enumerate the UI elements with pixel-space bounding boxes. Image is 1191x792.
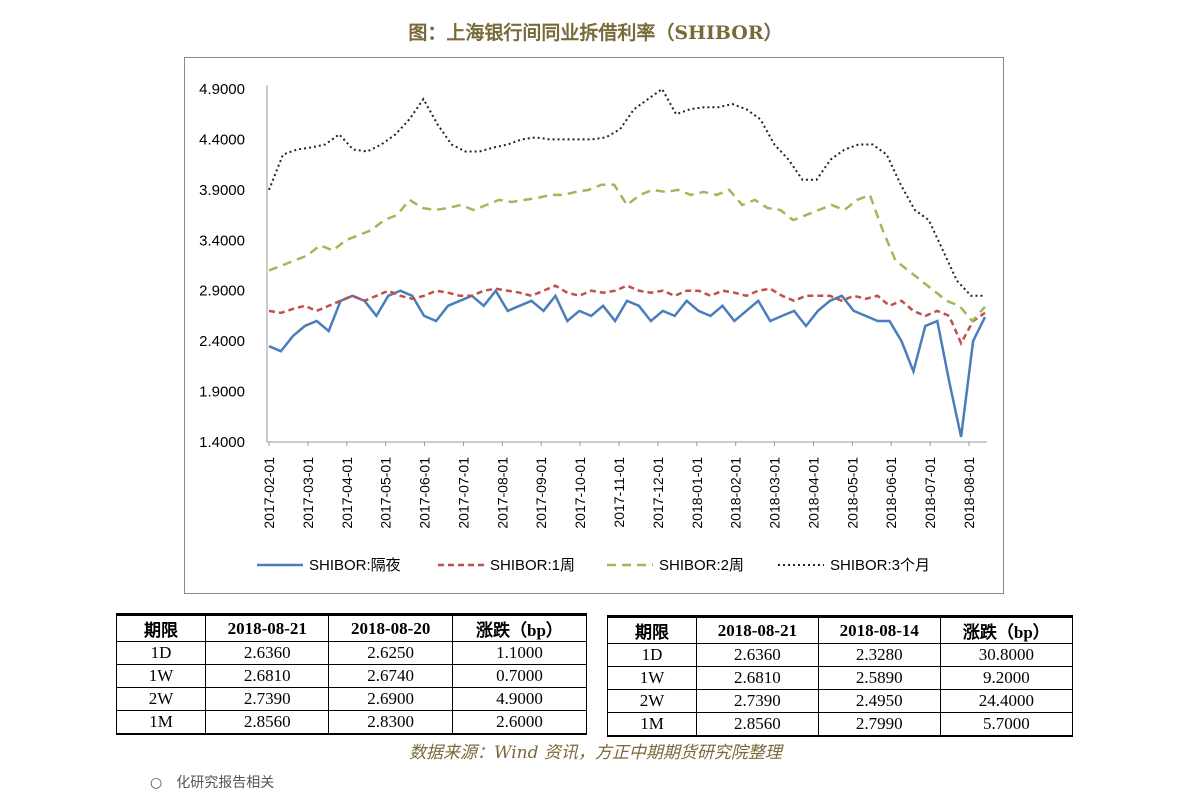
x-tick-label: 2017-08-01: [494, 457, 510, 529]
chart-title: 图：上海银行间同业拆借利率（SHIBOR）: [408, 22, 783, 44]
rate-table-weekly: 期限 2018-08-21 2018-08-14 涨跌（bp） 1D 2.636…: [607, 615, 1074, 737]
legend-label: SHIBOR:2周: [659, 557, 744, 574]
value-cell: 2.3280: [817, 643, 941, 667]
change-cell: 24.4000: [939, 689, 1074, 713]
data-source-note: 数据来源：Wind 资讯，方正中期期货研究院整理: [409, 743, 782, 763]
change-cell: 30.8000: [939, 643, 1074, 667]
term-cell: 2W: [116, 687, 206, 711]
table-row: 1D 2.6360 2.6250 1.1000: [116, 641, 588, 665]
value-cell: 2.6810: [696, 666, 819, 690]
term-cell: 1W: [116, 664, 206, 688]
x-tick-label: 2018-08-01: [961, 457, 977, 529]
series-line-3: [268, 87, 985, 297]
rate-table-daily: 期限 2018-08-21 2018-08-20 涨跌（bp） 1D 2.636…: [116, 613, 588, 735]
x-tick-label: 2017-11-01: [611, 457, 627, 528]
x-tick-label: 2018-05-01: [844, 457, 860, 529]
header-change-bp: 涨跌（bp）: [939, 616, 1074, 644]
table-header-row: 期限 2018-08-21 2018-08-20 涨跌（bp）: [116, 614, 588, 642]
value-cell: 2.7990: [817, 712, 941, 737]
shibor-line-chart: 4.9000 4.4000 3.9000 3.4000 2.9000 2.4000 1.90…: [199, 81, 987, 574]
x-tick-label: 2018-03-01: [767, 457, 783, 529]
change-cell: 2.6000: [451, 710, 588, 735]
footer-partial-text: ○ 化研究报告相关: [150, 775, 275, 791]
header-date-previous: 2018-08-20: [328, 614, 453, 642]
value-cell: 2.6740: [328, 664, 453, 688]
x-tick-label: 2017-02-01: [261, 457, 277, 529]
legend-label: SHIBOR:1周: [490, 557, 575, 574]
table-row: 2W 2.7390 2.6900 4.9000: [116, 687, 588, 711]
table-row: 1D 2.6360 2.3280 30.8000: [607, 643, 1074, 667]
value-cell: 2.8300: [328, 710, 453, 735]
y-tick-label: 4.4000: [199, 131, 245, 148]
term-cell: 1W: [607, 666, 697, 690]
y-tick-label: 3.9000: [199, 182, 245, 199]
y-tick-label: 1.4000: [199, 434, 245, 451]
change-cell: 5.7000: [939, 712, 1074, 737]
header-date-current: 2018-08-21: [696, 616, 819, 644]
change-cell: 0.7000: [451, 664, 588, 688]
table-header-row: 期限 2018-08-21 2018-08-14 涨跌（bp）: [607, 616, 1074, 644]
term-cell: 1D: [607, 643, 697, 667]
value-cell: 2.8560: [204, 710, 330, 735]
value-cell: 2.6810: [204, 664, 330, 688]
value-cell: 2.7390: [696, 689, 819, 713]
y-tick-label: 3.4000: [199, 232, 245, 249]
term-cell: 2W: [607, 689, 697, 713]
x-tick-label: 2018-02-01: [728, 457, 744, 529]
value-cell: 2.4950: [817, 689, 941, 713]
x-tick-label: 2017-04-01: [339, 457, 355, 529]
header-term: 期限: [116, 614, 206, 642]
header-term: 期限: [607, 616, 697, 644]
y-tick-label: 2.4000: [199, 333, 245, 350]
chart-frame: 4.9000 4.4000 3.9000 3.4000 2.9000 2.4000 1.90…: [184, 57, 1004, 594]
term-cell: 1M: [607, 712, 697, 737]
series-line-2: [268, 183, 986, 323]
x-tick-label: 2017-10-01: [572, 457, 588, 529]
x-tick-label: 2017-07-01: [455, 457, 471, 529]
value-cell: 2.6360: [696, 643, 819, 667]
x-tick-label: 2018-01-01: [689, 457, 705, 529]
change-cell: 4.9000: [451, 687, 588, 711]
series-line-1: [268, 284, 986, 347]
series-line-0: [268, 288, 987, 438]
table-row: 1M 2.8560 2.7990 5.7000: [607, 712, 1074, 737]
value-cell: 2.7390: [204, 687, 330, 711]
y-tick-label: 2.9000: [199, 283, 245, 300]
value-cell: 2.6900: [328, 687, 453, 711]
term-cell: 1D: [116, 641, 206, 665]
table-row: 1M 2.8560 2.8300 2.6000: [116, 710, 588, 735]
table-row: 1W 2.6810 2.6740 0.7000: [116, 664, 588, 688]
x-tick-label: 2017-05-01: [378, 457, 394, 529]
change-cell: 9.2000: [939, 666, 1074, 690]
header-change-bp: 涨跌（bp）: [451, 614, 588, 642]
value-cell: 2.6360: [204, 641, 330, 665]
x-tick-label: 2017-09-01: [533, 457, 549, 529]
change-cell: 1.1000: [451, 641, 588, 665]
x-tick-label: 2018-04-01: [805, 457, 821, 529]
x-tick-label: 2018-07-01: [922, 457, 938, 529]
term-cell: 1M: [116, 710, 206, 735]
x-tick-label: 2017-12-01: [650, 457, 666, 529]
x-tick-label: 2017-06-01: [417, 457, 433, 529]
value-cell: 2.8560: [696, 712, 819, 737]
legend-label: SHIBOR:隔夜: [309, 557, 401, 574]
value-cell: 2.6250: [328, 641, 453, 665]
x-tick-label: 2018-06-01: [883, 457, 899, 529]
y-tick-label: 4.9000: [199, 81, 245, 98]
header-date-previous: 2018-08-14: [817, 616, 941, 644]
value-cell: 2.5890: [817, 666, 941, 690]
legend-label: SHIBOR:3个月: [830, 557, 930, 574]
table-row: 2W 2.7390 2.4950 24.4000: [607, 689, 1074, 713]
table-row: 1W 2.6810 2.5890 9.2000: [607, 666, 1074, 690]
x-tick-label: 2017-03-01: [300, 457, 316, 529]
header-date-current: 2018-08-21: [204, 614, 330, 642]
y-tick-label: 1.9000: [199, 384, 245, 401]
